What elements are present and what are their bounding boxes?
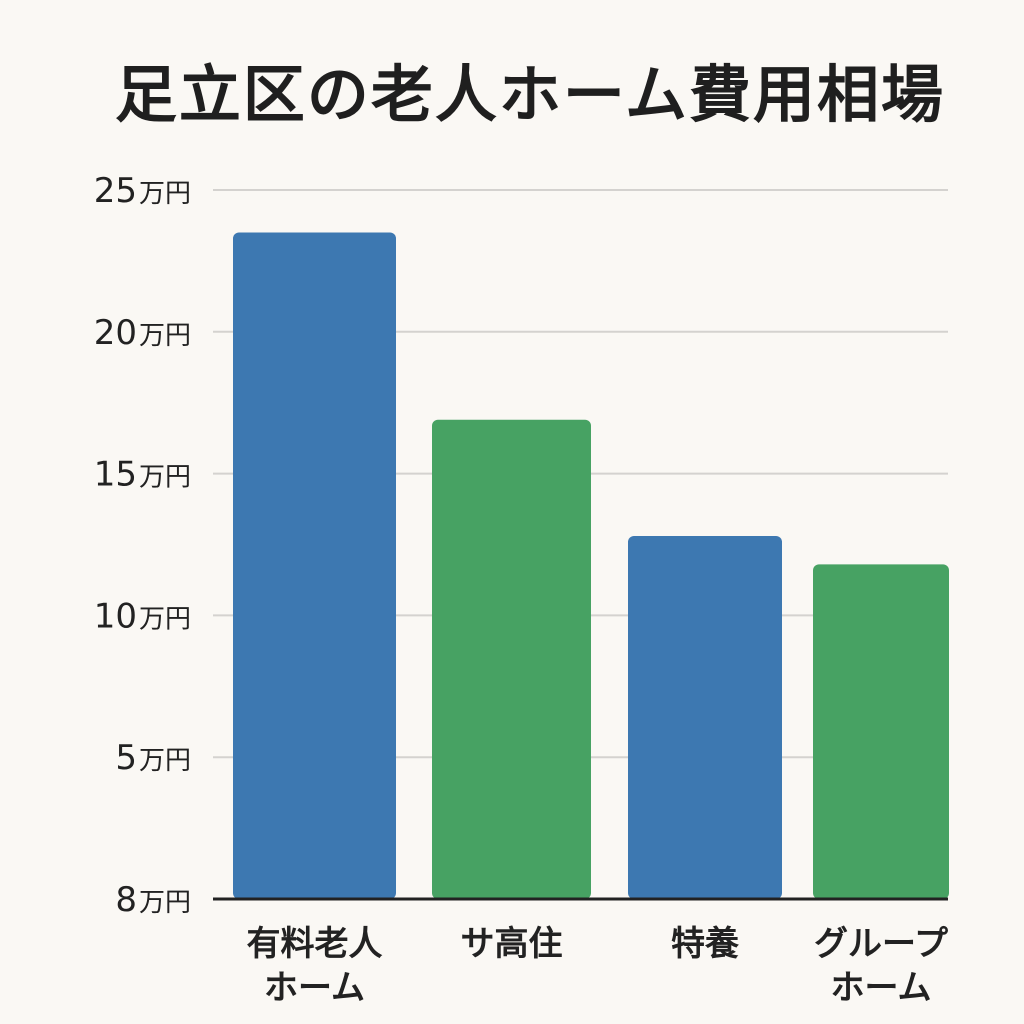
x-tick-label: ホーム	[264, 968, 365, 1008]
y-tick-value: 20	[94, 313, 137, 353]
bar-4	[813, 564, 949, 899]
y-tick-value: 15	[94, 455, 137, 495]
y-tick-label: 25万円	[94, 171, 191, 211]
y-tick-label: 20万円	[94, 313, 191, 353]
y-tick-unit: 万円	[139, 888, 191, 918]
y-tick-unit: 万円	[139, 321, 191, 351]
x-tick-label: 特養	[671, 924, 739, 964]
x-tick-label: ホーム	[831, 968, 932, 1008]
chart-title: 足立区の老人ホーム費用相場	[114, 58, 946, 131]
y-tick-unit: 万円	[139, 746, 191, 776]
y-tick-value: 25	[94, 171, 137, 211]
bar-2	[432, 419, 591, 899]
y-tick-label: 10万円	[94, 596, 191, 636]
y-tick-label: 8万円	[115, 880, 191, 920]
bar-1	[233, 232, 396, 900]
y-tick-unit: 万円	[139, 604, 191, 634]
y-tick-value: 8	[115, 880, 137, 920]
y-tick-value: 5	[115, 738, 137, 778]
y-tick-unit: 万円	[139, 179, 191, 209]
y-tick-label: 5万円	[115, 738, 191, 778]
y-tick-value: 10	[94, 596, 137, 636]
bar-3	[628, 535, 782, 899]
y-tick-unit: 万円	[139, 463, 191, 493]
x-tick-label: グループ	[814, 924, 948, 964]
y-tick-label: 15万円	[94, 455, 191, 495]
x-tick-label: 有料老人	[247, 924, 383, 964]
bars	[233, 232, 949, 900]
x-tick-label: サ高住	[461, 924, 563, 964]
